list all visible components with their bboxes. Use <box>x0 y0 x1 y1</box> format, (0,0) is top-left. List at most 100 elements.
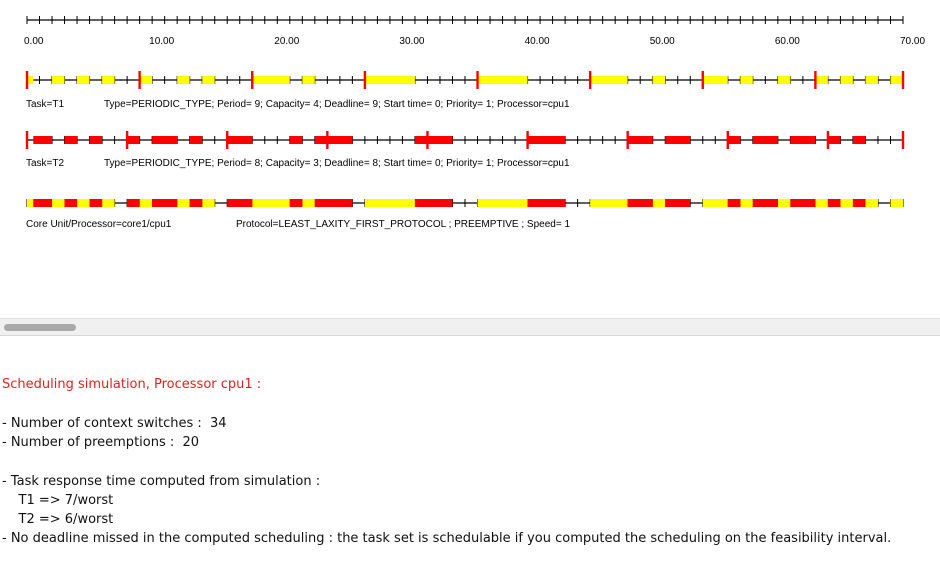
execution-bar <box>414 199 453 207</box>
execution-bar <box>289 199 303 207</box>
execution-bar <box>314 199 353 207</box>
scheduling-timeline: 0.00 10.00 20.00 30.00 40.00 50.00 60.00 70.00 … <box>24 16 925 230</box>
axis-tick-label: 30.00 <box>399 36 424 47</box>
execution-bar <box>590 199 628 207</box>
execution-bar <box>302 76 315 84</box>
execution-bar <box>177 199 190 207</box>
axis-tick-label: 70.00 <box>900 36 925 47</box>
execution-bar <box>827 199 841 207</box>
execution-bar <box>252 199 290 207</box>
execution-bar <box>840 199 853 207</box>
execution-bar <box>202 76 215 84</box>
execution-bar <box>227 136 253 144</box>
axis-tick-label: 20.00 <box>274 36 299 47</box>
execution-bar <box>702 76 728 84</box>
execution-bar <box>102 76 115 84</box>
execution-bar <box>364 199 415 207</box>
execution-bar <box>527 136 566 144</box>
execution-bar <box>189 136 203 144</box>
execution-bar <box>777 76 791 84</box>
task-t2-row <box>25 131 905 149</box>
execution-bar <box>127 136 140 144</box>
execution-bar <box>865 76 878 84</box>
execution-bar <box>815 76 828 84</box>
execution-bar <box>527 199 566 207</box>
execution-bar <box>89 136 103 144</box>
execution-bar <box>64 136 78 144</box>
t1-response: T1 => 7/worst <box>2 493 114 508</box>
core-row <box>26 199 904 207</box>
execution-bar <box>740 199 753 207</box>
execution-bar <box>590 76 628 84</box>
execution-bar <box>52 76 65 84</box>
execution-bar <box>652 76 666 84</box>
execution-bar <box>852 199 866 207</box>
task-t2-info: Type=PERIODIC_TYPE; Period= 8; Capacity=… <box>104 158 570 169</box>
execution-bar <box>102 199 115 207</box>
horizontal-scrollbar[interactable] <box>0 318 940 336</box>
execution-bar <box>302 199 315 207</box>
axis-tick-label: 0.00 <box>24 36 44 47</box>
execution-bar <box>227 199 253 207</box>
execution-bar <box>414 136 453 144</box>
response-heading: - Task response time computed from simul… <box>2 474 321 489</box>
execution-bar <box>727 199 741 207</box>
execution-bar <box>139 76 153 84</box>
execution-bar <box>364 76 415 84</box>
execution-bar <box>52 199 65 207</box>
task-t1-row <box>25 71 905 89</box>
axis-tick-label: 60.00 <box>775 36 800 47</box>
deadline-line: - No deadline missed in the computed sch… <box>2 531 892 546</box>
execution-bar <box>790 199 816 207</box>
execution-bar <box>740 76 753 84</box>
execution-bar <box>665 136 691 144</box>
t2-response: T2 => 6/worst <box>2 512 114 527</box>
simulation-report: Scheduling simulation, Processor cpu1 : … <box>0 336 940 573</box>
report-title: Scheduling simulation, Processor cpu1 : <box>2 377 262 392</box>
execution-bar <box>790 136 816 144</box>
execution-bar <box>727 136 741 144</box>
execution-bar <box>77 76 90 84</box>
execution-bar <box>152 136 178 144</box>
execution-bar <box>64 199 78 207</box>
execution-bar <box>777 199 791 207</box>
axis-tick-label: 40.00 <box>525 36 550 47</box>
execution-bar <box>652 199 666 207</box>
execution-bar <box>289 136 303 144</box>
execution-bar <box>189 199 203 207</box>
execution-bar <box>477 76 528 84</box>
execution-bar <box>152 199 178 207</box>
execution-bar <box>202 199 215 207</box>
execution-bar <box>827 136 841 144</box>
execution-bar <box>314 136 353 144</box>
execution-bar <box>852 136 866 144</box>
execution-bar <box>840 76 853 84</box>
execution-bar <box>252 76 290 84</box>
execution-bar <box>627 136 653 144</box>
execution-bar <box>27 199 34 207</box>
context-switches-line: - Number of context switches : 34 <box>2 416 227 431</box>
task-t1-label: Task=T1 <box>26 99 65 110</box>
task-t2-label: Task=T2 <box>26 158 65 169</box>
execution-bar <box>815 199 828 207</box>
execution-bar <box>752 199 778 207</box>
scrollbar-thumb[interactable] <box>4 324 76 331</box>
task-t1-info: Type=PERIODIC_TYPE; Period= 9; Capacity=… <box>104 99 570 110</box>
execution-bar <box>890 199 903 207</box>
execution-bar <box>139 199 153 207</box>
execution-bar <box>890 76 903 84</box>
execution-bar <box>127 199 140 207</box>
execution-bar <box>627 199 653 207</box>
execution-bar <box>177 76 190 84</box>
core-info: Protocol=LEAST_LAXITY_FIRST_PROTOCOL ; P… <box>236 219 570 230</box>
execution-bar <box>702 199 728 207</box>
execution-bar <box>77 199 90 207</box>
time-axis: 0.00 10.00 20.00 30.00 40.00 50.00 60.00 70.00 <box>24 16 925 47</box>
axis-tick-label: 10.00 <box>149 36 174 47</box>
execution-bar <box>752 136 778 144</box>
execution-bar <box>33 136 53 144</box>
execution-bar <box>477 199 528 207</box>
execution-bar <box>865 199 878 207</box>
preemptions-line: - Number of preemptions : 20 <box>2 435 200 450</box>
execution-bar <box>89 199 103 207</box>
